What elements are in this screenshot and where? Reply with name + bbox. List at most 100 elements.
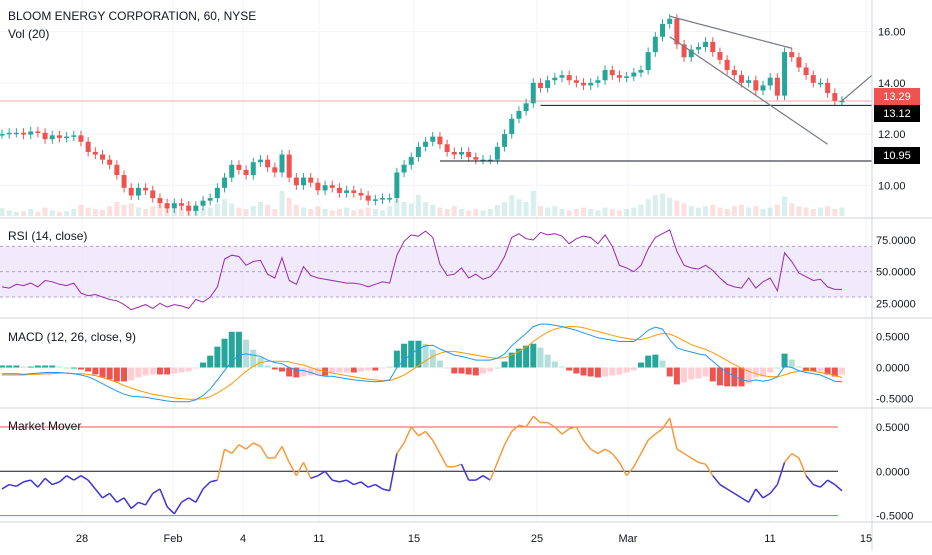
macd-histogram-bar xyxy=(350,367,357,373)
macd-histogram-bar xyxy=(788,359,795,368)
mm-line-segment xyxy=(37,477,46,488)
macd-histogram-bar xyxy=(839,367,845,375)
macd-histogram-bar xyxy=(781,353,788,368)
macd-histogram-bar xyxy=(279,367,285,372)
mm-line-segment xyxy=(324,470,333,481)
mm-line-segment xyxy=(332,479,340,483)
volume-bar xyxy=(222,199,228,216)
candle-body xyxy=(667,18,673,24)
mm-line-segment xyxy=(130,501,139,510)
volume-bar xyxy=(336,209,342,216)
macd-histogram-bar xyxy=(817,367,824,372)
candle-body xyxy=(415,146,421,158)
volume-bar xyxy=(552,206,558,216)
volume-bar xyxy=(49,210,55,216)
macd-histogram-bar xyxy=(537,347,544,368)
candle-body xyxy=(695,46,701,50)
volume-bar xyxy=(21,211,27,216)
candle-body xyxy=(85,141,91,152)
candle-body xyxy=(473,157,479,160)
candle-body xyxy=(49,135,55,140)
volume-bar xyxy=(265,204,271,216)
macd-histogram-bar xyxy=(336,367,343,373)
price-tick-label: 12.00 xyxy=(878,129,906,141)
volume-bar xyxy=(667,197,673,216)
macd-histogram-bar xyxy=(422,343,429,368)
mm-line-segment xyxy=(216,448,226,481)
volume-bar xyxy=(380,210,386,216)
mm-line-segment xyxy=(353,481,362,486)
price-tick-label: 14.00 xyxy=(878,78,906,90)
macd-pane[interactable] xyxy=(0,323,845,403)
macd-histogram-bar xyxy=(99,367,106,378)
candle-body xyxy=(423,141,429,147)
volume-bar xyxy=(56,211,62,216)
mm-line-segment xyxy=(210,479,218,483)
macd-histogram-bar xyxy=(566,367,573,371)
macd-histogram-bar xyxy=(329,367,336,373)
macd-histogram-bar xyxy=(415,340,422,368)
rsi-tick-label: 25.0000 xyxy=(876,298,916,310)
mm-line-segment xyxy=(590,448,599,455)
macd-histogram-bar xyxy=(192,367,199,369)
candle-body xyxy=(13,132,19,135)
volume-bar xyxy=(279,190,285,216)
macd-histogram-bar xyxy=(286,367,293,377)
candle-body xyxy=(437,136,443,145)
mm-line-segment xyxy=(418,430,426,437)
volume-bar xyxy=(207,207,213,216)
price-tick-label: 10.00 xyxy=(878,180,906,192)
mm-line-segment xyxy=(741,497,750,503)
mm-line-segment xyxy=(259,446,269,459)
candle-body xyxy=(178,203,184,206)
macd-histogram-bar xyxy=(250,349,257,368)
candle-body xyxy=(272,167,278,173)
candle-body xyxy=(502,134,508,147)
macd-histogram-bar xyxy=(0,365,5,368)
volume-bar xyxy=(796,206,802,216)
volume-bar xyxy=(789,203,795,216)
macd-histogram-bar xyxy=(465,367,472,375)
x-tick-label: 4 xyxy=(240,533,246,545)
volume-bar xyxy=(394,199,400,216)
macd-histogram-bar xyxy=(745,367,752,384)
price-pane[interactable] xyxy=(0,14,873,216)
mm-line-segment xyxy=(554,426,563,435)
macd-histogram-bar xyxy=(221,338,228,368)
last-price-badge-bg xyxy=(874,88,920,105)
market-mover-pane[interactable] xyxy=(0,415,843,517)
macd-histogram-bar xyxy=(523,345,530,368)
volume-bar xyxy=(487,209,493,216)
rsi-pane[interactable] xyxy=(0,229,872,311)
macd-histogram-bar xyxy=(271,367,278,370)
mm-line-segment xyxy=(238,444,247,450)
mm-line-segment xyxy=(654,428,663,435)
mm-line-segment xyxy=(604,448,613,455)
candle-body xyxy=(516,111,522,119)
macd-histogram-bar xyxy=(106,367,113,380)
candle-body xyxy=(638,70,644,73)
mm-line-segment xyxy=(58,475,68,483)
mm-line-segment xyxy=(460,463,470,481)
candle-body xyxy=(652,36,658,53)
mm-line-segment xyxy=(367,483,376,488)
volume-bar xyxy=(107,206,113,216)
macd-histogram-bar xyxy=(63,367,70,369)
macd-histogram-bar xyxy=(264,365,271,368)
candle-body xyxy=(229,164,235,178)
macd-histogram-bar xyxy=(681,367,688,383)
macd-histogram-bar xyxy=(544,354,551,368)
mm-line-segment xyxy=(647,433,656,441)
volume-bar xyxy=(516,199,522,216)
rsi-band xyxy=(0,246,872,297)
mm-line-segment xyxy=(374,483,383,490)
mm-line-segment xyxy=(568,426,577,430)
macd-histogram-bar xyxy=(645,355,652,368)
candle-body xyxy=(796,57,802,68)
volume-bar xyxy=(372,209,378,216)
mm-line-segment xyxy=(181,497,190,503)
volume-bar xyxy=(695,207,701,216)
